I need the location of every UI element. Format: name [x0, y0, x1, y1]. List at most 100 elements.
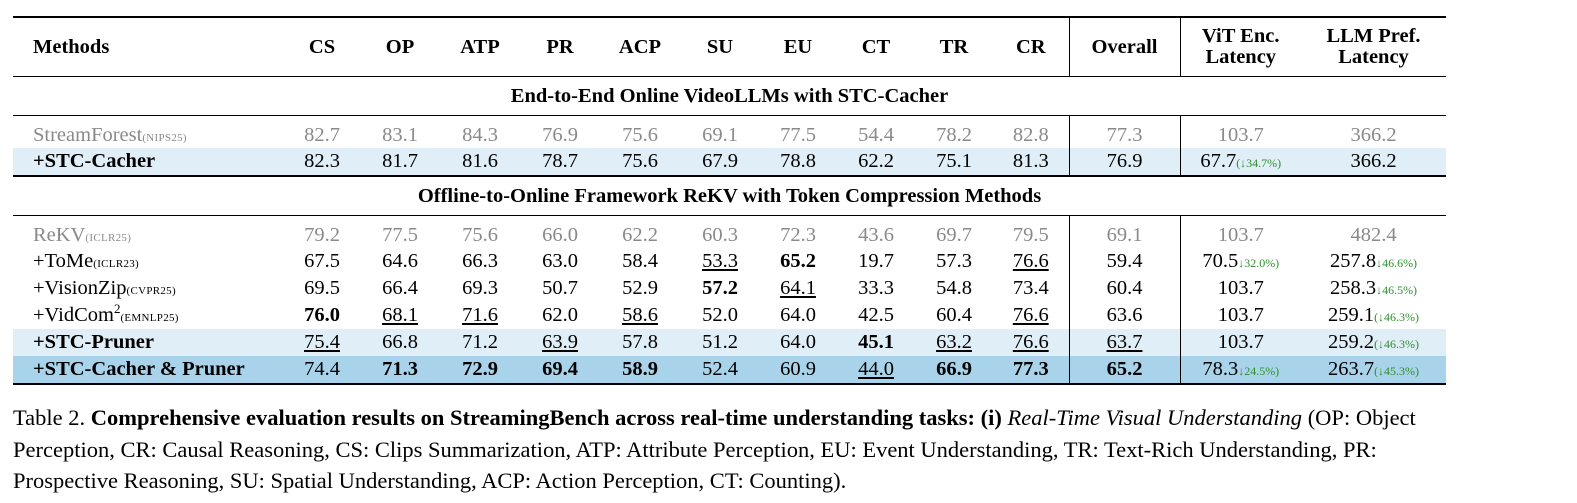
cell: 68.1 [382, 304, 418, 326]
vit-latency-cell: 103.7 [1217, 277, 1264, 299]
cell: 60.4 [936, 304, 972, 326]
section-header: End-to-End Online VideoLLMs with STC-Cac… [13, 76, 1446, 116]
cell: 77.5 [382, 223, 418, 246]
llm-latency-cell: 366.2 [1301, 148, 1446, 176]
table-row-vidcom: +VidCom2(EMNLP25) 76.0 68.1 71.6 62.0 58… [13, 302, 1446, 329]
cell: 66.8 [361, 329, 439, 356]
cell: 69.7 [936, 223, 972, 246]
cell: 43.6 [858, 223, 894, 246]
cell: 57.8 [599, 329, 681, 356]
vit-latency-cell: 103.7 [1217, 223, 1264, 246]
vit-latency-cell: 103.7 [1217, 304, 1264, 326]
method-name: +STC-Pruner [13, 329, 283, 356]
llm-latency-cell: 366.2 [1350, 123, 1397, 146]
caption-label: Table 2. [13, 405, 86, 430]
cell: 82.7 [304, 123, 340, 146]
overall-cell: 59.4 [1069, 248, 1181, 275]
overall-cell: 69.1 [1069, 215, 1181, 248]
cell: 58.6 [622, 304, 658, 326]
header-methods: Methods [13, 16, 283, 77]
cell: 75.6 [462, 223, 498, 246]
header-eu: EU [759, 16, 837, 77]
cell: 67.5 [304, 250, 340, 272]
reduction-badge: ↓46.6%) [1376, 256, 1418, 270]
cell: 76.6 [993, 248, 1070, 275]
cell: 64.6 [382, 250, 418, 272]
cell: 66.4 [382, 277, 418, 299]
cell: 63.2 [915, 329, 993, 356]
reduction-badge: (↓45.3%) [1374, 364, 1420, 378]
cell: 69.1 [702, 123, 738, 146]
cell: 76.0 [304, 304, 340, 326]
section-header: Offline-to-Online Framework ReKV with To… [13, 175, 1446, 216]
table-row-visionzip: +VisionZip(CVPR25) 69.5 66.4 69.3 50.7 5… [13, 275, 1446, 302]
cell: 66.9 [915, 356, 993, 385]
cell: 81.7 [361, 148, 439, 176]
cell: 64.1 [780, 277, 816, 299]
cell: 62.2 [622, 223, 658, 246]
reduction-badge: ↓46.5%) [1376, 283, 1418, 297]
cell: 78.2 [936, 123, 972, 146]
cell: 60.3 [702, 223, 738, 246]
cell: 69.3 [462, 277, 498, 299]
llm-latency-cell: 482.4 [1350, 223, 1397, 246]
method-name: ReKV(ICLR25) [33, 223, 132, 246]
cell: 51.2 [681, 329, 759, 356]
cell: 83.1 [382, 123, 418, 146]
cell: 19.7 [858, 250, 894, 272]
caption-bold: Comprehensive evaluation results on Stre… [90, 405, 1002, 430]
cell: 54.8 [936, 277, 972, 299]
table-row-streamforest: StreamForest(NIPS25) 82.7 83.1 84.3 76.9… [13, 115, 1446, 148]
cell: 52.4 [681, 356, 759, 385]
header-su: SU [681, 16, 759, 77]
caption-text: (OP: Object Perception, CR: Causal Reaso… [13, 405, 1416, 493]
llm-latency-cell: 263.7(↓45.3%) [1301, 356, 1446, 385]
overall-cell: 60.4 [1069, 275, 1181, 302]
llm-latency-cell: 257.8↓46.6%) [1329, 250, 1418, 272]
header-ct: CT [837, 16, 915, 77]
cell: 79.2 [304, 223, 340, 246]
cell: 63.9 [521, 329, 599, 356]
cell: 63.0 [542, 250, 578, 272]
cell: 54.4 [858, 123, 894, 146]
vit-latency-cell: 70.5↓32.0%) [1202, 250, 1280, 272]
cell: 77.3 [993, 356, 1070, 385]
section-title: End-to-End Online VideoLLMs with STC-Cac… [13, 76, 1446, 116]
cell: 33.3 [858, 277, 894, 299]
overall-cell: 65.2 [1069, 356, 1181, 385]
reduction-badge: ↓24.5%) [1238, 364, 1280, 378]
method-name: +VidCom2(EMNLP25) [33, 301, 179, 326]
overall-cell: 76.9 [1069, 148, 1181, 176]
method-name: +ToMe(ICLR23) [33, 250, 140, 272]
cell: 72.3 [780, 223, 816, 246]
table-row-stc-cacher-pruner: +STC-Cacher & Pruner 74.4 71.3 72.9 69.4… [13, 356, 1446, 385]
reduction-badge: (↓34.7%) [1236, 156, 1282, 170]
cell: 52.0 [702, 304, 738, 326]
llm-latency-cell: 259.1(↓46.3%) [1327, 304, 1420, 326]
header-pr: PR [521, 16, 599, 77]
overall-cell: 77.3 [1069, 115, 1181, 148]
cell: 81.3 [993, 148, 1070, 176]
method-name: +STC-Cacher & Pruner [13, 356, 283, 385]
cell: 75.6 [622, 123, 658, 146]
method-name: StreamForest(NIPS25) [33, 123, 187, 146]
cell: 81.6 [439, 148, 521, 176]
cell: 73.4 [993, 275, 1070, 302]
cell: 82.8 [993, 115, 1070, 148]
table-row-rekv: ReKV(ICLR25) 79.2 77.5 75.6 66.0 62.2 60… [13, 215, 1446, 248]
header-row: Methods CS OP ATP PR ACP SU EU CT TR CR … [13, 16, 1446, 77]
header-overall: Overall [1069, 16, 1181, 77]
header-llm-latency: LLM Pref. Latency [1301, 16, 1446, 77]
header-acp: ACP [599, 16, 681, 77]
cell: 79.5 [993, 215, 1070, 248]
vit-latency-cell: 78.3↓24.5%) [1180, 356, 1301, 385]
cell: 77.5 [780, 123, 816, 146]
cell: 52.9 [622, 277, 658, 299]
llm-latency-cell: 259.2(↓46.3%) [1301, 329, 1446, 356]
cell: 71.3 [361, 356, 439, 385]
cell: 75.4 [283, 329, 361, 356]
table-row-tome: +ToMe(ICLR23) 67.5 64.6 66.3 63.0 58.4 5… [13, 248, 1446, 275]
cell: 69.4 [521, 356, 599, 385]
cell: 64.0 [759, 329, 837, 356]
cell: 67.9 [681, 148, 759, 176]
